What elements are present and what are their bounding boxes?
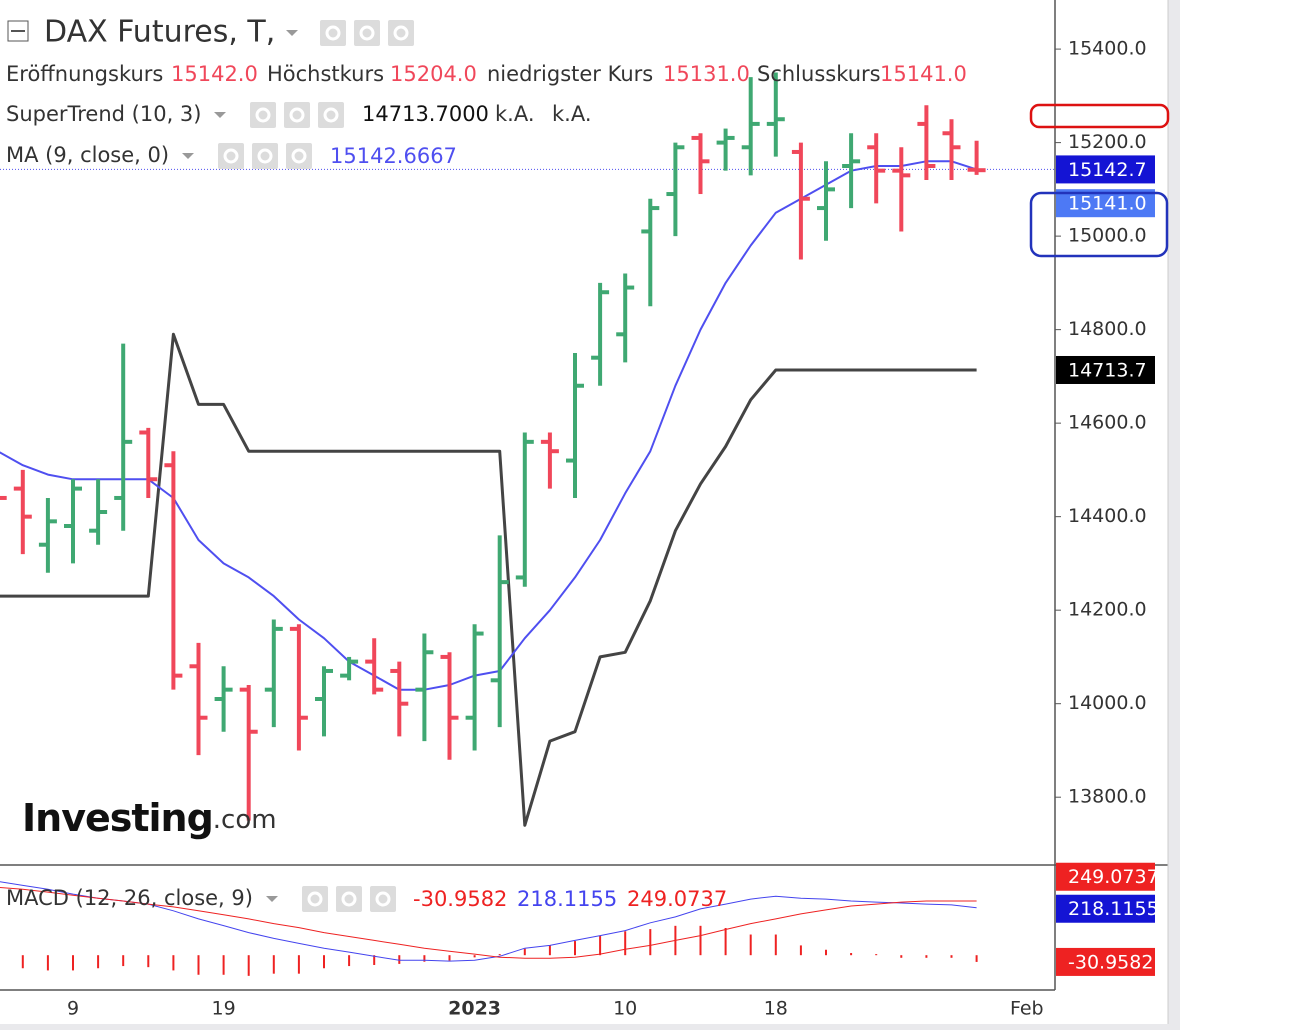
y-tick-label: 14400.0 [1068, 505, 1147, 527]
dropdown-arrow[interactable] [182, 153, 194, 159]
y-tick-label: 13800.0 [1068, 786, 1147, 808]
macd-line [0, 886, 977, 959]
legend-value: 15131.0 [663, 62, 750, 86]
legend-button[interactable] [336, 886, 362, 912]
window-edge [1168, 0, 1180, 1030]
legend-value: -30.9582 [413, 887, 507, 911]
legend-label: Eröffnungskurs [6, 62, 163, 86]
legend-label: MACD (12, 26, close, 9) [6, 886, 253, 910]
price-box-label: 14713.7 [1068, 359, 1147, 381]
price-pane [0, 72, 1055, 827]
chart-title: DAX Futures, T, [44, 15, 275, 50]
legend-button[interactable] [388, 20, 414, 46]
legend-label: MA (9, close, 0) [6, 143, 169, 167]
x-tick-label: Feb [1010, 998, 1044, 1020]
window-edge [0, 1024, 1180, 1030]
price-box [1056, 355, 1155, 384]
dropdown-arrow[interactable] [214, 112, 226, 118]
legend-button-glyph [323, 107, 339, 123]
legend-button-glyph [375, 891, 391, 907]
dropdown-arrow[interactable] [286, 30, 298, 36]
x-tick-label: 18 [764, 998, 788, 1020]
macd-pane [0, 881, 978, 976]
price-box-label: -30.9582 [1068, 951, 1153, 973]
logo-suffix: .com [213, 805, 277, 835]
legend-value: 15142.0 [171, 62, 258, 86]
legend-value: 15142.6667 [330, 144, 457, 168]
legend-value: 249.0737 [627, 887, 727, 911]
y-tick-label: 14600.0 [1068, 412, 1147, 434]
ma-line [0, 160, 977, 691]
legend-value: 15141.0 [880, 62, 967, 86]
legend-button[interactable] [302, 886, 328, 912]
price-box [1056, 894, 1155, 923]
legend-button[interactable] [286, 143, 312, 169]
price-box [1056, 155, 1155, 184]
price-box-label: 218.1155 [1068, 898, 1159, 920]
y-tick-label: 15400.0 [1068, 38, 1147, 60]
legend-value: 218.1155 [517, 887, 617, 911]
legend-label: Höchstkurs [267, 62, 384, 86]
legend-button-glyph [341, 891, 357, 907]
y-tick-label: 15200.0 [1068, 131, 1147, 153]
macd-line [0, 881, 977, 962]
legend-value: 15204.0 [390, 62, 477, 86]
legend-button[interactable] [250, 102, 276, 128]
legend-button[interactable] [284, 102, 310, 128]
y-tick-label: 15000.0 [1068, 225, 1147, 247]
x-tick-label: 9 [67, 998, 79, 1020]
price-box-label: 15141.0 [1068, 193, 1147, 215]
legend-button[interactable] [354, 20, 380, 46]
logo: Investing.com [22, 796, 277, 840]
legend-button-glyph [291, 148, 307, 164]
highlight-red [1029, 103, 1170, 129]
legend-button-glyph [359, 25, 375, 41]
legend-button[interactable] [370, 886, 396, 912]
y-tick-label: 14200.0 [1068, 599, 1147, 621]
legend-button-glyph [289, 107, 305, 123]
legend-button[interactable] [252, 143, 278, 169]
legend-value: k.A. [552, 102, 592, 126]
y-tick-label: 14000.0 [1068, 692, 1147, 714]
legend-label: niedrigster Kurs [487, 62, 653, 86]
highlight-blue [1029, 191, 1169, 258]
legend-button[interactable] [318, 102, 344, 128]
x-tick-label: 2023 [448, 998, 501, 1020]
legend-button[interactable] [320, 20, 346, 46]
legend-value: k.A. [495, 102, 535, 126]
legend-label: SuperTrend (10, 3) [6, 102, 202, 126]
x-tick-label: 19 [212, 998, 236, 1020]
price-box [1056, 862, 1155, 891]
legend-label: Schlusskurs [757, 62, 881, 86]
legend-button-glyph [393, 25, 409, 41]
supertrend-line [0, 332, 977, 827]
legend-button[interactable] [218, 143, 244, 169]
price-box [1056, 947, 1155, 976]
price-box-label: 249.0737 [1068, 866, 1159, 888]
legend-button-glyph [255, 107, 271, 123]
legend-button-glyph [257, 148, 273, 164]
y-tick-label: 14800.0 [1068, 318, 1147, 340]
legend-button-glyph [223, 148, 239, 164]
price-box-label: 15142.7 [1068, 159, 1147, 181]
overlay: 13800.0 14000.0 14200.0 14400.0 14600.0 14800… [6, 15, 1159, 1020]
legend-value: 14713.7000 [362, 102, 489, 126]
legend-button-glyph [307, 891, 323, 907]
dropdown-arrow[interactable] [266, 896, 278, 902]
logo-brand: Investing [22, 796, 213, 840]
x-tick-label: 10 [613, 998, 637, 1020]
legend-button-glyph [325, 25, 341, 41]
